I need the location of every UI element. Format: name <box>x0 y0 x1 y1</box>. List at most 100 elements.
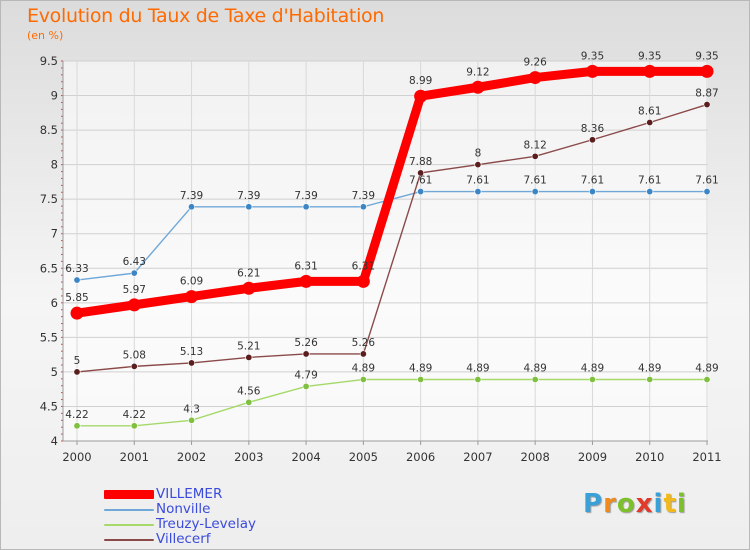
data-point-nonville <box>359 203 367 211</box>
data-point-treuzy-levelay <box>417 376 425 384</box>
data-point-treuzy-levelay <box>130 422 138 430</box>
data-point-villecerf <box>588 136 596 144</box>
x-tick-label: 2001 <box>120 450 149 464</box>
data-point-nonville <box>188 203 196 211</box>
data-point-nonville <box>130 269 138 277</box>
data-point-nonville <box>245 203 253 211</box>
plot-area <box>63 61 708 441</box>
data-label-villemer: 9.35 <box>581 50 604 62</box>
data-point-nonville <box>417 188 425 196</box>
data-label-villecerf: 8.12 <box>523 139 546 151</box>
data-label-treuzy-levelay: 4.89 <box>523 363 546 375</box>
series-line-treuzy-levelay <box>77 378 707 427</box>
x-tick-label: 2011 <box>692 450 721 464</box>
data-point-treuzy-levelay <box>245 398 253 406</box>
data-label-villemer: 9.35 <box>695 50 718 62</box>
x-tick-label: 2006 <box>406 450 435 464</box>
data-point-nonville <box>646 188 654 196</box>
y-tick-label: 7.5 <box>40 192 58 206</box>
data-point-villemer <box>242 281 256 295</box>
data-label-villecerf: 5.21 <box>237 340 260 352</box>
y-tick-label: 5 <box>51 365 58 379</box>
data-point-villecerf <box>703 101 711 109</box>
y-tick-label: 5.5 <box>40 330 58 344</box>
data-label-villecerf: 5 <box>74 355 81 367</box>
legend-swatch-villecerf <box>104 539 154 541</box>
data-label-villemer: 6.31 <box>294 260 317 272</box>
data-label-villemer: 6.21 <box>237 267 260 279</box>
data-label-treuzy-levelay: 4.89 <box>695 363 718 375</box>
data-label-nonville: 7.61 <box>466 175 489 187</box>
data-point-villemer <box>299 274 313 288</box>
data-point-villecerf <box>474 161 482 169</box>
x-tick-label: 2007 <box>463 450 492 464</box>
data-point-villemer <box>643 64 657 78</box>
y-tick-label: 9 <box>51 89 58 103</box>
data-point-villecerf <box>417 169 425 177</box>
data-point-villemer <box>414 89 428 103</box>
data-point-treuzy-levelay <box>646 376 654 384</box>
data-label-treuzy-levelay: 4.89 <box>466 363 489 375</box>
data-point-villecerf <box>130 362 138 370</box>
chart-title: Evolution du Taux de Taxe d'Habitation <box>27 5 385 27</box>
data-label-treuzy-levelay: 4.56 <box>237 385 261 397</box>
data-point-villemer <box>585 64 599 78</box>
data-label-villemer: 9.12 <box>466 66 489 78</box>
data-label-villemer: 6.09 <box>180 276 203 288</box>
data-point-treuzy-levelay <box>359 376 367 384</box>
data-label-nonville: 7.61 <box>581 175 604 187</box>
x-tick-label: 2003 <box>234 450 263 464</box>
data-label-nonville: 7.61 <box>523 175 546 187</box>
data-point-villemer <box>127 298 141 312</box>
y-tick-label: 7 <box>51 227 58 241</box>
data-point-treuzy-levelay <box>531 376 539 384</box>
legend-swatch-treuzy-levelay <box>104 524 154 526</box>
y-tick-label: 8.5 <box>40 123 58 137</box>
data-label-villecerf: 8.36 <box>581 123 605 135</box>
data-point-treuzy-levelay <box>703 376 711 384</box>
data-point-villecerf <box>73 368 81 376</box>
legend-swatch-nonville <box>104 509 154 511</box>
legend-label-nonville: Nonville <box>156 501 211 517</box>
data-label-treuzy-levelay: 4.89 <box>409 363 432 375</box>
data-label-villecerf: 5.08 <box>123 349 146 361</box>
data-point-nonville <box>474 188 482 196</box>
x-tick-label: 2008 <box>521 450 550 464</box>
data-point-villemer <box>356 274 370 288</box>
data-point-villecerf <box>359 350 367 358</box>
data-label-treuzy-levelay: 4.89 <box>352 363 375 375</box>
data-point-treuzy-levelay <box>302 382 310 390</box>
data-label-treuzy-levelay: 4.22 <box>65 409 88 421</box>
y-tick-label: 8 <box>51 158 58 172</box>
data-point-villemer <box>528 71 542 85</box>
x-tick-label: 2010 <box>635 450 664 464</box>
data-label-villecerf: 8 <box>475 148 482 160</box>
data-label-villecerf: 7.88 <box>409 156 432 168</box>
data-point-villecerf <box>188 359 196 367</box>
chart-subtitle: (en %) <box>27 29 64 42</box>
y-tick-label: 9.5 <box>40 54 58 68</box>
data-label-villecerf: 5.13 <box>180 346 203 358</box>
data-point-treuzy-levelay <box>73 422 81 430</box>
data-label-villecerf: 5.26 <box>352 337 376 349</box>
data-label-treuzy-levelay: 4.89 <box>581 363 604 375</box>
data-point-nonville <box>531 188 539 196</box>
data-point-villecerf <box>531 152 539 160</box>
legend-label-villecerf: Villecerf <box>156 531 211 547</box>
x-tick-label: 2005 <box>349 450 378 464</box>
data-label-treuzy-levelay: 4.22 <box>123 409 146 421</box>
data-label-nonville: 7.39 <box>352 190 375 202</box>
data-point-villecerf <box>302 350 310 358</box>
y-tick-label: 6 <box>51 296 58 310</box>
data-point-treuzy-levelay <box>588 376 596 384</box>
data-point-villecerf <box>646 118 654 126</box>
data-point-villemer <box>471 80 485 94</box>
data-label-villecerf: 8.87 <box>695 88 718 100</box>
data-point-treuzy-levelay <box>188 416 196 424</box>
data-label-nonville: 7.39 <box>180 190 203 202</box>
y-tick-label: 6.5 <box>40 261 58 275</box>
y-tick-label: 4 <box>51 434 58 448</box>
data-point-villemer <box>185 290 199 304</box>
